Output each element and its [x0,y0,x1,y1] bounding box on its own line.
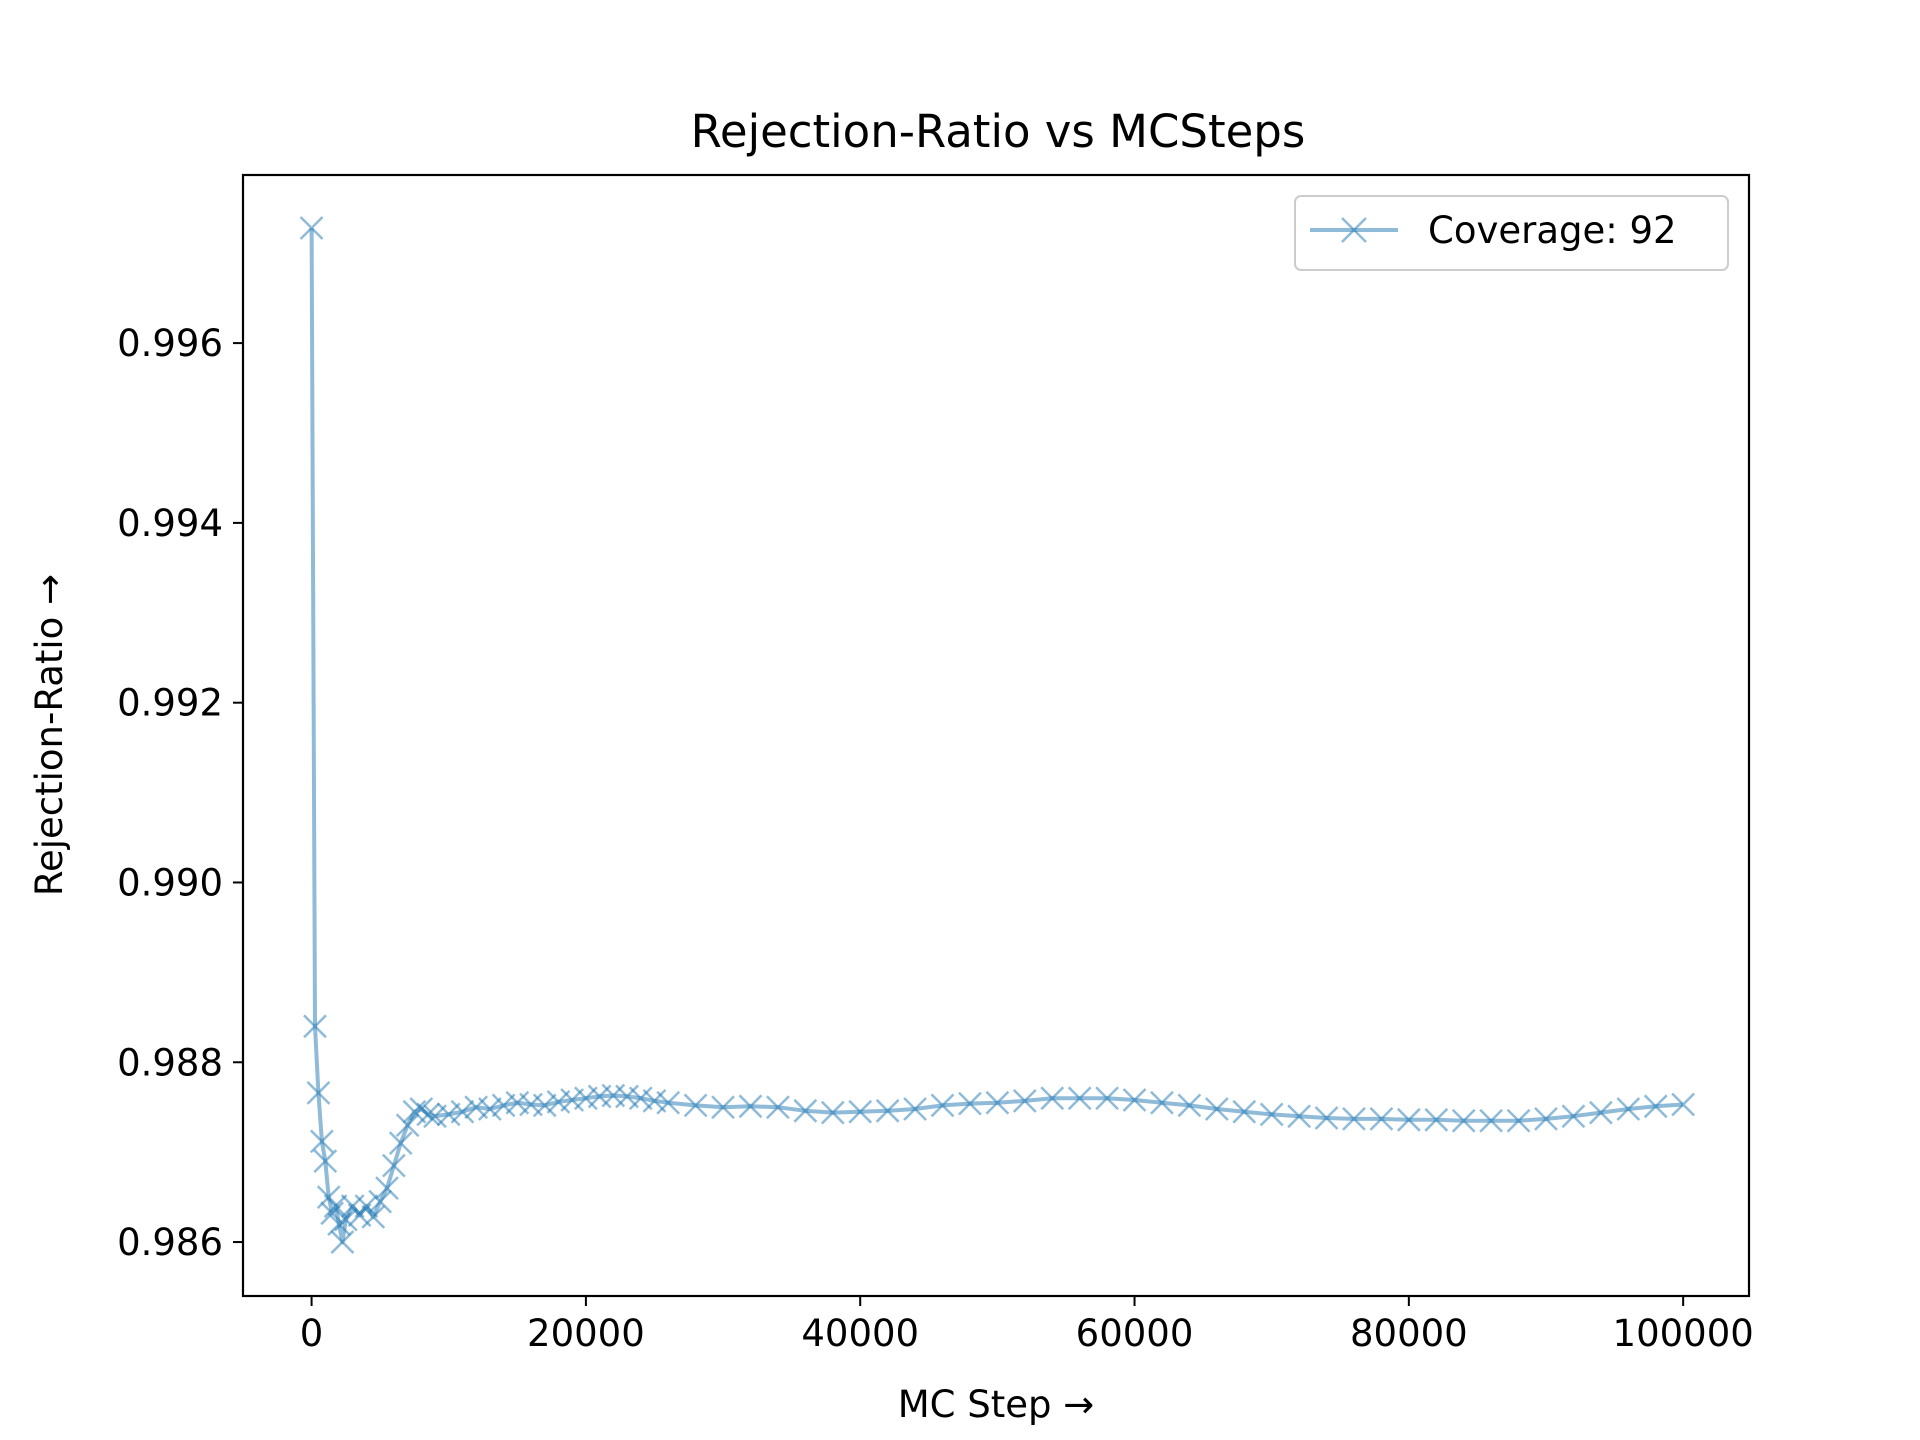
plot-content [299,216,1696,1254]
data-point-marker [361,1205,386,1229]
data-point-marker [1342,1107,1366,1131]
x-axis-ticks: 0 20000 40000 60000 80000 100000 [300,1296,1754,1355]
data-point-marker [1396,1107,1421,1132]
data-point-marker [395,1113,420,1138]
data-point-marker [820,1100,845,1125]
data-point-marker [875,1098,900,1123]
data-point-marker [930,1093,955,1118]
y-axis-ticks: 0.986 0.988 0.990 0.992 0.994 0.996 [117,322,243,1264]
data-point-marker [1451,1108,1476,1133]
data-point-marker [299,216,324,240]
y-tick-label: 0.990 [117,861,223,904]
chart-title: Rejection-Ratio vs MCSteps [691,105,1306,158]
data-point-marker [1479,1108,1504,1133]
data-point-marker [333,1207,358,1232]
data-point-marker [1643,1094,1668,1119]
data-point-marker [656,1090,681,1115]
legend-marker-x-icon [1341,217,1367,243]
x-axis-label: MC Step → [898,1383,1095,1426]
data-point-marker [1561,1104,1586,1129]
data-point-marker [1122,1088,1147,1112]
data-point-marker [416,1102,441,1127]
data-point-marker [1424,1107,1449,1132]
y-tick-label: 0.988 [117,1041,223,1084]
data-point-marker [793,1098,818,1123]
data-point-marker [1067,1086,1092,1111]
data-point-marker [1040,1086,1065,1111]
x-tick-label: 40000 [801,1312,919,1355]
data-point-marker [532,1093,557,1118]
data-point-marker [1314,1106,1339,1130]
data-point-marker [1095,1086,1119,1111]
data-point-marker [766,1095,790,1120]
data-point-marker [903,1097,927,1121]
x-tick-label: 80000 [1350,1312,1468,1355]
data-point-marker [375,1176,399,1201]
data-point-marker [450,1099,475,1124]
data-point-marker [1671,1092,1696,1117]
y-tick-label: 0.992 [117,682,223,725]
data-point-marker [1534,1107,1558,1131]
x-tick-label: 0 [300,1312,324,1355]
data-point-marker [1616,1097,1641,1121]
data-point-marker [388,1131,413,1156]
data-point-marker [683,1093,708,1118]
plot-frame [241,173,1751,1298]
data-point-marker [368,1189,393,1214]
data-point-marker [738,1094,763,1119]
data-point-marker [381,1153,406,1178]
data-point-marker [313,1149,338,1174]
data-point-marker [1369,1107,1394,1131]
y-axis-label: Rejection-Ratio → [28,574,71,896]
data-point-marker [478,1097,502,1121]
data-point-marker [1177,1093,1202,1118]
data-point-marker [958,1091,982,1116]
data-point-marker [303,1014,327,1039]
data-point-marker [711,1095,735,1120]
x-tick-label: 20000 [527,1312,645,1355]
legend-box [1294,195,1729,271]
data-point-marker [309,1129,334,1154]
data-point-marker [1588,1100,1613,1125]
data-point-marker [1012,1089,1037,1113]
data-point-marker [1150,1090,1174,1115]
legend: Coverage: 92 [1294,195,1729,271]
data-point-marker [330,1230,355,1254]
legend-series-label: Coverage: 92 [1428,209,1677,252]
data-point-marker [1287,1104,1312,1129]
y-tick-label: 0.996 [117,322,223,365]
y-tick-label: 0.986 [117,1221,223,1264]
data-point-marker [1506,1108,1531,1133]
data-point-marker [1259,1102,1284,1127]
x-tick-label: 100000 [1613,1312,1754,1355]
y-tick-label: 0.994 [117,502,223,545]
data-point-marker [320,1201,345,1226]
data-point-marker [848,1099,873,1124]
data-point-marker [354,1194,379,1218]
x-tick-label: 60000 [1076,1312,1194,1355]
data-point-marker [985,1090,1010,1115]
data-point-marker [1232,1099,1257,1124]
data-point-marker [306,1080,331,1105]
data-point-marker [1204,1097,1229,1121]
